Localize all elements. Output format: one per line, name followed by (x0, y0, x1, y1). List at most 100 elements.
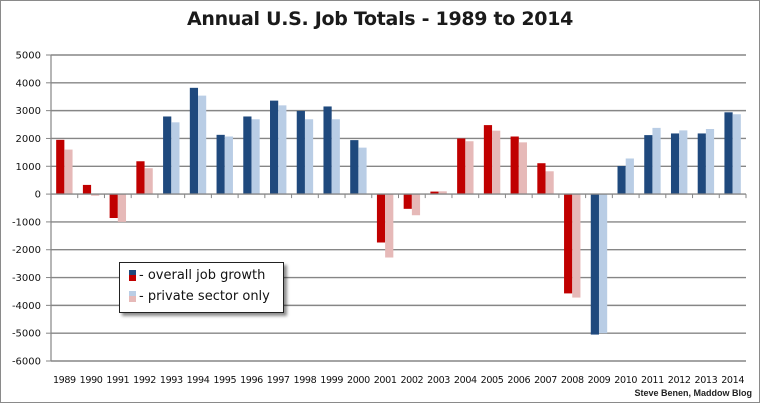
x-tick-label: 1998 (294, 375, 317, 386)
bar-private (251, 119, 260, 195)
y-tick-label: 4000 (16, 78, 41, 89)
bar-overall (109, 194, 118, 219)
legend-label: - private sector only (139, 288, 270, 304)
bar-overall (56, 139, 65, 195)
bar-overall (644, 135, 653, 195)
bar-overall (430, 191, 439, 195)
x-tick-label: 2010 (614, 375, 637, 386)
bar-overall (590, 194, 599, 335)
bar-overall (136, 161, 145, 195)
x-tick-label: 2005 (481, 375, 504, 386)
x-tick-label: 1995 (213, 375, 236, 386)
bar-private (572, 194, 581, 298)
bar-private (304, 119, 314, 195)
chart-title: Annual U.S. Job Totals - 1989 to 2014 (186, 8, 574, 30)
x-tick-label: 2007 (534, 375, 557, 386)
bar-private (652, 127, 661, 195)
y-tick-label: -6000 (12, 357, 41, 368)
y-tick-label: -2000 (12, 245, 41, 256)
x-tick-label: 1994 (187, 375, 210, 386)
bar-private (385, 194, 394, 258)
bar-overall (403, 194, 412, 209)
bar-overall (724, 112, 733, 195)
legend-item-overall: - overall job growth (129, 266, 265, 284)
x-tick-label: 2012 (668, 375, 691, 386)
x-tick-label: 1991 (106, 375, 129, 386)
axes (50, 55, 747, 361)
x-tick-label: 2014 (721, 375, 744, 386)
bar-private (278, 105, 287, 195)
swatch-bottom (129, 296, 136, 302)
x-tick-label: 2000 (347, 375, 370, 386)
y-tick-label: -5000 (12, 329, 41, 340)
bar-overall (670, 133, 680, 195)
y-tick-label: 1000 (16, 162, 41, 173)
bar-private (492, 130, 501, 195)
swatch-top (129, 290, 136, 296)
bar-private (465, 141, 474, 195)
bar-overall (483, 125, 493, 195)
bar-private (358, 147, 367, 195)
bar-private (705, 128, 715, 195)
credit-text: Steve Benen, Maddow Blog (634, 388, 752, 398)
x-tick-label: 2001 (374, 375, 397, 386)
bar-overall (163, 116, 172, 195)
x-tick-label: 2006 (507, 375, 530, 386)
bar-overall (617, 165, 626, 195)
bar-private (64, 149, 73, 195)
x-tick-label: 1990 (80, 375, 103, 386)
bar-private (171, 122, 180, 195)
bar-private (331, 119, 340, 195)
bar-private (117, 194, 127, 222)
y-tick-label: -3000 (12, 273, 41, 284)
bar-overall (537, 163, 546, 195)
y-tick-label: 0 (35, 190, 41, 201)
bar-overall (323, 106, 332, 195)
bar-overall (510, 136, 519, 195)
legend-swatch-private (129, 290, 136, 302)
bar-private (198, 95, 207, 195)
bar-private (438, 191, 447, 195)
bar-private (91, 194, 100, 196)
x-tick-label: 1999 (320, 375, 343, 386)
bar-private (732, 114, 741, 195)
bar-overall (216, 134, 225, 195)
bar-overall (270, 100, 279, 195)
bar-private (144, 168, 153, 195)
x-tick-label: 2011 (641, 375, 664, 386)
bar-private (411, 194, 421, 216)
legend: - overall job growth - private sector on… (119, 262, 284, 313)
y-tick-labels: 5000 4000 3000 2000 1000 0 -1000 -2000 -3000 -400… (12, 51, 41, 368)
bar-private (679, 130, 688, 195)
legend-item-private: - private sector only (129, 287, 270, 305)
bar-overall (564, 194, 573, 294)
gridlines (46, 54, 746, 362)
legend-label: - overall job growth (139, 267, 266, 283)
y-tick-label: -1000 (12, 217, 41, 228)
x-tick-label: 1993 (160, 375, 183, 386)
bar-overall (243, 116, 252, 195)
x-tick-label: 1989 (53, 375, 76, 386)
swatch-bottom (129, 275, 136, 281)
x-tick-label: 2009 (588, 375, 611, 386)
bar-overall (697, 133, 706, 195)
x-tick-label: 2002 (400, 375, 423, 386)
bar-private (224, 136, 233, 195)
bar-private (625, 158, 634, 195)
y-tick-label: -4000 (12, 301, 41, 312)
bar-overall (350, 140, 359, 195)
bars (56, 87, 741, 335)
x-tick-label: 1992 (133, 375, 156, 386)
x-tick-label: 1997 (267, 375, 290, 386)
bar-overall (457, 138, 466, 195)
bar-private (598, 194, 608, 334)
y-tick-label: 2000 (16, 134, 41, 145)
x-tick-label: 2004 (454, 375, 477, 386)
bar-overall (376, 194, 386, 243)
y-tick-label: 3000 (16, 106, 41, 117)
swatch-top (129, 269, 136, 275)
bar-overall (296, 110, 305, 195)
legend-swatch-overall (129, 269, 136, 281)
